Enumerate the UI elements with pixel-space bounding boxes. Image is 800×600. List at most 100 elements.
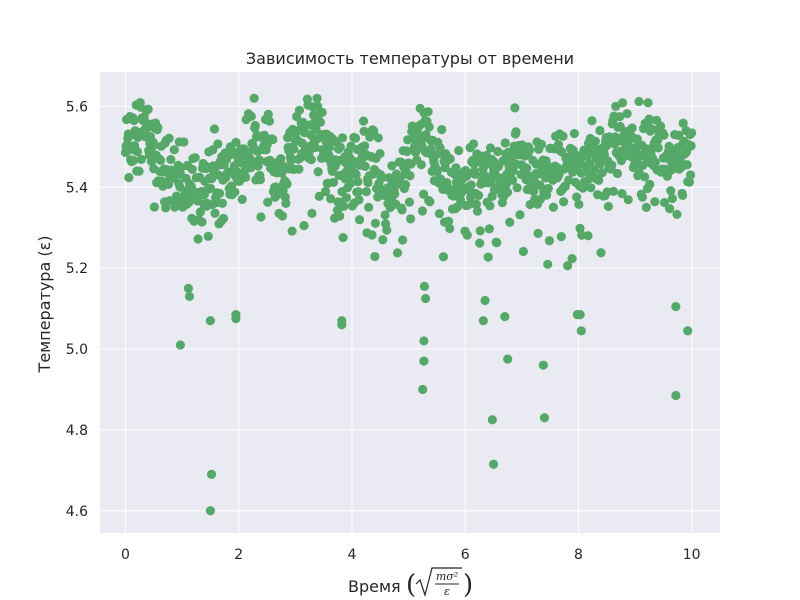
data-point <box>518 246 528 257</box>
data-point <box>659 197 670 208</box>
data-point <box>644 114 654 124</box>
data-point <box>263 197 273 207</box>
y-tick-label: 5.2 <box>66 261 88 277</box>
data-point <box>502 187 513 197</box>
x-axis-ticks: 0 2 4 6 8 10 <box>121 547 701 563</box>
data-point <box>312 93 322 103</box>
data-point <box>282 179 292 189</box>
data-point <box>378 235 388 245</box>
data-point <box>203 231 213 241</box>
data-point <box>666 186 676 196</box>
data-point <box>611 101 621 111</box>
data-point <box>567 254 577 264</box>
data-point <box>277 211 288 221</box>
data-point <box>210 208 220 218</box>
data-point <box>468 139 479 149</box>
data-point <box>405 214 416 224</box>
data-point <box>380 210 390 220</box>
data-points <box>120 93 697 516</box>
data-point <box>511 127 521 137</box>
data-point <box>187 164 197 175</box>
data-point <box>249 93 259 103</box>
data-point <box>184 197 194 208</box>
data-point <box>326 194 336 204</box>
y-axis-label: Температура (ε) <box>35 236 54 374</box>
data-point <box>559 197 569 207</box>
data-point <box>314 191 324 201</box>
data-point <box>263 109 273 119</box>
data-point <box>255 175 265 185</box>
data-point <box>653 143 663 153</box>
data-point <box>678 118 688 128</box>
data-point <box>687 128 697 138</box>
data-point <box>505 217 515 227</box>
data-point <box>587 116 597 126</box>
data-point <box>650 157 661 167</box>
data-point <box>230 187 240 197</box>
data-point <box>672 209 682 220</box>
data-point <box>136 154 146 164</box>
data-point <box>595 125 605 136</box>
data-point <box>419 336 429 346</box>
data-point <box>193 234 203 244</box>
y-tick-label: 5.4 <box>66 180 88 196</box>
data-point <box>217 198 227 208</box>
data-point <box>175 340 185 350</box>
data-point <box>350 133 361 143</box>
data-point <box>315 117 326 127</box>
data-point <box>488 459 499 469</box>
data-point <box>515 210 525 220</box>
data-point <box>363 178 373 188</box>
data-point <box>351 169 361 180</box>
data-point <box>536 139 547 149</box>
data-point <box>338 233 348 243</box>
data-point <box>562 261 573 271</box>
data-point <box>179 137 189 147</box>
data-point <box>375 149 385 159</box>
data-point <box>543 259 553 269</box>
data-point <box>612 168 623 179</box>
data-point <box>370 251 380 262</box>
data-point <box>454 145 464 156</box>
data-point <box>205 506 216 516</box>
data-point <box>392 248 403 258</box>
data-point <box>617 98 628 108</box>
data-point <box>418 384 428 395</box>
data-point <box>608 186 619 196</box>
data-point <box>358 116 369 126</box>
data-point <box>250 120 260 131</box>
data-point <box>400 179 411 190</box>
data-point <box>299 221 309 231</box>
data-point <box>367 230 377 240</box>
data-point <box>237 194 247 204</box>
data-point <box>348 156 358 166</box>
x-tick-label: 10 <box>683 547 701 563</box>
data-point <box>543 183 553 194</box>
y-tick-label: 5.6 <box>66 99 88 115</box>
data-point <box>184 291 195 302</box>
data-point <box>213 139 223 149</box>
data-point <box>500 312 510 322</box>
data-point <box>455 194 466 205</box>
data-point <box>585 158 595 168</box>
data-point <box>281 198 291 208</box>
data-point <box>214 188 225 198</box>
data-point <box>419 189 429 199</box>
data-point <box>478 316 488 326</box>
data-point <box>655 121 666 131</box>
data-point <box>328 177 339 187</box>
data-point <box>256 212 266 222</box>
data-point <box>337 133 348 143</box>
x-tick-label: 0 <box>121 547 130 563</box>
data-point <box>682 160 692 170</box>
data-point <box>671 390 681 401</box>
data-point <box>424 122 434 132</box>
data-point <box>462 230 472 240</box>
data-point <box>310 142 320 153</box>
data-point <box>437 124 447 135</box>
data-point <box>183 283 193 293</box>
data-point <box>533 228 543 238</box>
data-point <box>161 203 171 213</box>
data-point <box>128 155 139 166</box>
